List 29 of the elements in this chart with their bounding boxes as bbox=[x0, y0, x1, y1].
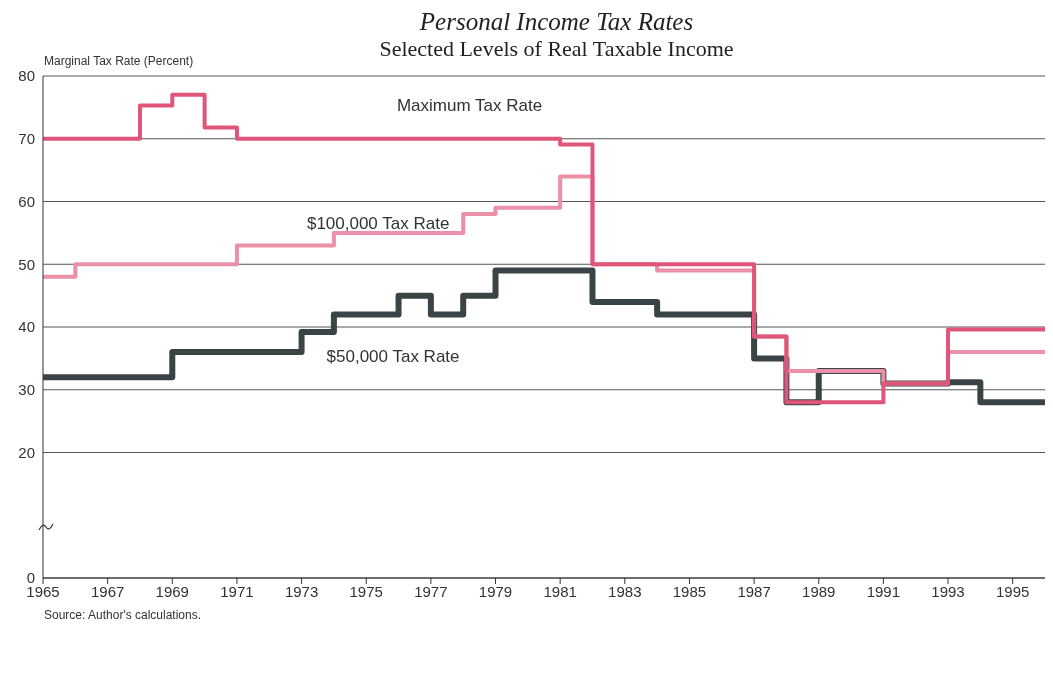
x-tick-label: 1967 bbox=[90, 582, 125, 600]
series-label: Maximum Tax Rate bbox=[396, 95, 543, 115]
x-tick-label: 1971 bbox=[220, 582, 254, 600]
x-tick-label: 1989 bbox=[802, 582, 836, 600]
y-tick-label: 70 bbox=[18, 130, 35, 148]
y-tick-label: 40 bbox=[18, 318, 35, 336]
y-tick-label: 50 bbox=[18, 255, 35, 273]
y-tick-label: 20 bbox=[18, 443, 35, 461]
x-tick-label: 1969 bbox=[155, 582, 189, 600]
x-tick-label: 1975 bbox=[349, 582, 383, 600]
source-note: Source: Author's calculations. bbox=[44, 608, 203, 622]
series-label: $50,000 Tax Rate bbox=[326, 347, 460, 367]
series-label: $100,000 Tax Rate bbox=[306, 214, 450, 234]
y-tick-label: 80 bbox=[18, 67, 35, 85]
y-tick-label: 30 bbox=[18, 381, 35, 399]
x-tick-label: 1977 bbox=[414, 582, 448, 600]
x-tick-label: 1985 bbox=[672, 582, 707, 600]
y-axis-title: Marginal Tax Rate (Percent) bbox=[44, 54, 194, 68]
x-tick-label: 1979 bbox=[478, 582, 513, 600]
x-tick-label: 1983 bbox=[608, 582, 642, 600]
x-tick-label: 1991 bbox=[866, 582, 901, 600]
x-tick-label: 1993 bbox=[931, 582, 965, 600]
chart-subtitle: Selected Levels of Real Taxable Income bbox=[379, 36, 734, 61]
x-tick-label: 1995 bbox=[995, 582, 1030, 600]
chart-title: Personal Income Tax Rates bbox=[418, 8, 695, 36]
y-tick-label: 60 bbox=[18, 192, 35, 210]
x-tick-label: 1973 bbox=[284, 582, 319, 600]
x-tick-label: 1981 bbox=[543, 582, 577, 600]
x-tick-label: 1987 bbox=[737, 582, 771, 600]
